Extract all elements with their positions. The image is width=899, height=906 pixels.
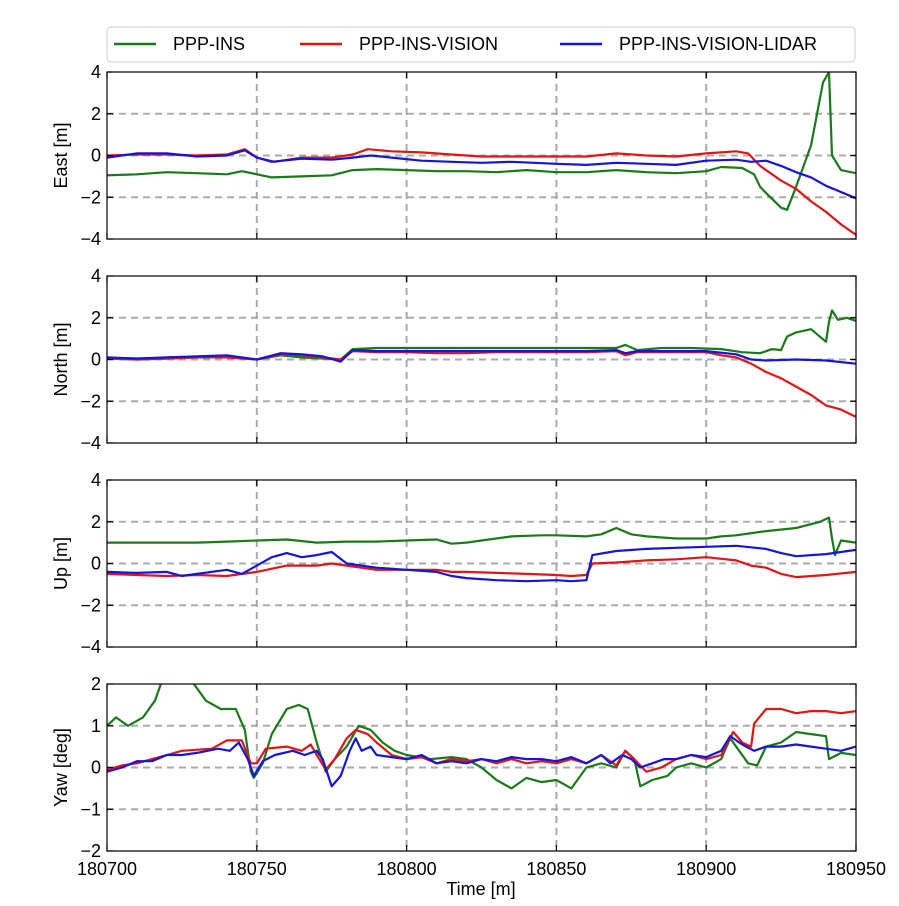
series-line-ppp-ins [107, 516, 856, 557]
legend-label: PPP-INS-VISION [359, 34, 498, 54]
series-line-ppp-ins-vision [107, 556, 856, 579]
y-tick-label: −2 [80, 391, 101, 411]
y-tick-label: −2 [80, 187, 101, 207]
series-line-ppp-ins-vision [107, 707, 856, 773]
x-tick-label: 180750 [227, 859, 287, 879]
panel-yaw: −2 −1 0 1 2 180700 180750 180800 180850 180900 180… [51, 674, 886, 879]
y-tick-label: −2 [80, 595, 101, 615]
y-tick-label: 4 [91, 470, 101, 490]
series-group [107, 684, 856, 790]
series-line-ppp-ins-vision-lidar [107, 544, 856, 583]
x-tick-label: 180850 [526, 859, 586, 879]
y-tick-label: −4 [80, 229, 101, 249]
panels: −4 −2 0 2 4 East [m] −4 −2 0 2 4 North [m] −4 −2 0 2 4 Up… [51, 62, 886, 879]
series-line-ppp-ins-vision-lidar [107, 349, 856, 365]
y-axis-label: Yaw [deg] [51, 728, 71, 807]
series-line-ppp-ins [107, 684, 856, 790]
y-axis-label: North [m] [51, 322, 71, 396]
y-tick-label: 2 [91, 512, 101, 532]
legend-label: PPP-INS-VISION-LIDAR [619, 34, 817, 54]
x-tick-label: 180900 [676, 859, 736, 879]
series-group [107, 72, 856, 236]
y-tick-label: 2 [91, 104, 101, 124]
series-line-ppp-ins-vision-lidar [107, 735, 856, 788]
y-tick-label: 1 [91, 716, 101, 736]
y-tick-label: 0 [91, 554, 101, 574]
panel-north: −4 −2 0 2 4 North [m] [51, 266, 857, 453]
series-group [107, 516, 856, 583]
y-tick-label: −4 [80, 637, 101, 657]
legend-box [106, 26, 856, 63]
legend: PPP-INS PPP-INS-VISION PPP-INS-VISION-LIDA… [106, 26, 856, 63]
y-tick-label: −2 [80, 841, 101, 861]
series-line-ppp-ins [107, 72, 856, 211]
y-tick-label: 4 [91, 266, 101, 286]
y-axis-label: East [m] [51, 122, 71, 188]
x-axis-label: Time [m] [446, 879, 515, 899]
y-tick-label: 2 [91, 674, 101, 694]
legend-label: PPP-INS [173, 34, 245, 54]
series-group [107, 309, 856, 418]
y-tick-label: 0 [91, 758, 101, 778]
series-line-ppp-ins [107, 309, 856, 361]
x-tick-label: 180700 [77, 859, 137, 879]
panel-up: −4 −2 0 2 4 Up [m] [51, 470, 857, 657]
x-tick-label: 180800 [377, 859, 437, 879]
y-tick-label: 2 [91, 308, 101, 328]
series-line-ppp-ins-vision-lidar [107, 149, 856, 200]
series-line-ppp-ins-vision [107, 350, 856, 418]
y-axis-label: Up [m] [51, 537, 71, 590]
y-tick-label: 0 [91, 350, 101, 370]
y-tick-label: 4 [91, 62, 101, 82]
y-tick-label: 0 [91, 146, 101, 166]
y-tick-label: −4 [80, 433, 101, 453]
panel-east: −4 −2 0 2 4 East [m] [51, 62, 857, 249]
x-tick-label: 180950 [826, 859, 886, 879]
y-tick-label: −1 [80, 799, 101, 819]
